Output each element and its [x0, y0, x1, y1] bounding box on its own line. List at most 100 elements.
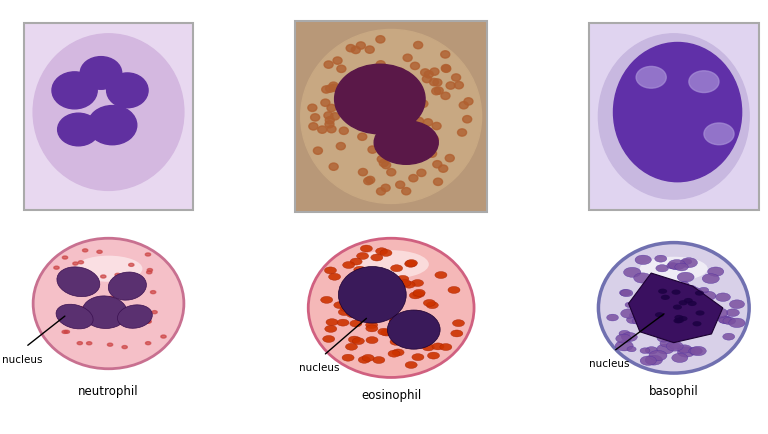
- Ellipse shape: [723, 333, 735, 340]
- Ellipse shape: [434, 88, 443, 95]
- Ellipse shape: [627, 347, 636, 352]
- Ellipse shape: [387, 310, 440, 349]
- Ellipse shape: [333, 58, 342, 65]
- Ellipse shape: [684, 287, 702, 298]
- Ellipse shape: [329, 164, 338, 171]
- Ellipse shape: [657, 282, 667, 288]
- Ellipse shape: [376, 289, 388, 296]
- Ellipse shape: [646, 297, 658, 304]
- Ellipse shape: [145, 253, 151, 256]
- Ellipse shape: [340, 305, 353, 312]
- Ellipse shape: [396, 182, 405, 189]
- Text: neutrophil: neutrophil: [78, 384, 139, 397]
- Ellipse shape: [152, 311, 157, 314]
- Ellipse shape: [318, 127, 326, 134]
- Ellipse shape: [374, 122, 439, 165]
- Ellipse shape: [687, 330, 697, 336]
- Text: eosinophil: eosinophil: [361, 388, 422, 401]
- Ellipse shape: [368, 147, 377, 154]
- Ellipse shape: [366, 322, 378, 329]
- Ellipse shape: [687, 301, 697, 306]
- Ellipse shape: [337, 66, 346, 73]
- Ellipse shape: [80, 290, 85, 293]
- Ellipse shape: [464, 99, 473, 106]
- Ellipse shape: [716, 293, 730, 302]
- Ellipse shape: [667, 263, 678, 270]
- Ellipse shape: [414, 43, 422, 49]
- Ellipse shape: [719, 316, 732, 324]
- Ellipse shape: [338, 309, 350, 316]
- Ellipse shape: [108, 322, 114, 326]
- Ellipse shape: [78, 261, 84, 264]
- Ellipse shape: [310, 115, 319, 122]
- Ellipse shape: [403, 55, 412, 62]
- Ellipse shape: [336, 143, 346, 151]
- Ellipse shape: [650, 319, 660, 326]
- Ellipse shape: [422, 319, 435, 326]
- Ellipse shape: [667, 283, 686, 293]
- Ellipse shape: [370, 269, 382, 276]
- Ellipse shape: [676, 317, 686, 323]
- Ellipse shape: [644, 286, 661, 296]
- Ellipse shape: [409, 105, 418, 112]
- Ellipse shape: [313, 148, 323, 155]
- Ellipse shape: [673, 305, 682, 310]
- Ellipse shape: [147, 271, 152, 274]
- Ellipse shape: [621, 332, 637, 342]
- Ellipse shape: [402, 188, 411, 195]
- Ellipse shape: [115, 316, 120, 319]
- Ellipse shape: [675, 318, 684, 323]
- Ellipse shape: [378, 132, 387, 139]
- Ellipse shape: [349, 336, 360, 343]
- Ellipse shape: [656, 265, 668, 272]
- Ellipse shape: [409, 175, 418, 182]
- Ellipse shape: [670, 263, 680, 270]
- Ellipse shape: [655, 312, 664, 318]
- Ellipse shape: [657, 334, 670, 342]
- Ellipse shape: [364, 178, 372, 185]
- Ellipse shape: [409, 292, 422, 299]
- Ellipse shape: [322, 87, 331, 94]
- Ellipse shape: [432, 343, 444, 350]
- Ellipse shape: [324, 267, 336, 274]
- Ellipse shape: [145, 321, 151, 324]
- Ellipse shape: [627, 316, 640, 324]
- Ellipse shape: [371, 254, 383, 261]
- Ellipse shape: [57, 267, 100, 297]
- Ellipse shape: [420, 143, 429, 150]
- Ellipse shape: [366, 47, 374, 54]
- Ellipse shape: [108, 273, 147, 300]
- Ellipse shape: [723, 318, 736, 325]
- Ellipse shape: [413, 289, 425, 296]
- Ellipse shape: [366, 337, 378, 344]
- Ellipse shape: [645, 355, 663, 365]
- Ellipse shape: [401, 90, 409, 97]
- Ellipse shape: [382, 162, 391, 169]
- Ellipse shape: [63, 275, 68, 278]
- Ellipse shape: [400, 332, 412, 339]
- Ellipse shape: [640, 257, 707, 281]
- Ellipse shape: [354, 266, 366, 273]
- Ellipse shape: [326, 117, 334, 125]
- FancyBboxPatch shape: [24, 24, 194, 210]
- Ellipse shape: [381, 185, 390, 192]
- Ellipse shape: [415, 118, 424, 125]
- Ellipse shape: [718, 316, 731, 324]
- Ellipse shape: [397, 276, 409, 283]
- Ellipse shape: [326, 319, 338, 326]
- Ellipse shape: [685, 286, 697, 293]
- Ellipse shape: [642, 311, 656, 319]
- Ellipse shape: [426, 302, 439, 309]
- Ellipse shape: [161, 335, 166, 339]
- Ellipse shape: [620, 290, 631, 296]
- Ellipse shape: [635, 313, 645, 319]
- Ellipse shape: [118, 305, 152, 329]
- Ellipse shape: [710, 308, 728, 319]
- Ellipse shape: [337, 319, 349, 326]
- Ellipse shape: [678, 316, 687, 322]
- Ellipse shape: [442, 66, 451, 73]
- Ellipse shape: [385, 115, 393, 122]
- Ellipse shape: [353, 290, 365, 297]
- Ellipse shape: [387, 169, 396, 177]
- Ellipse shape: [635, 256, 651, 265]
